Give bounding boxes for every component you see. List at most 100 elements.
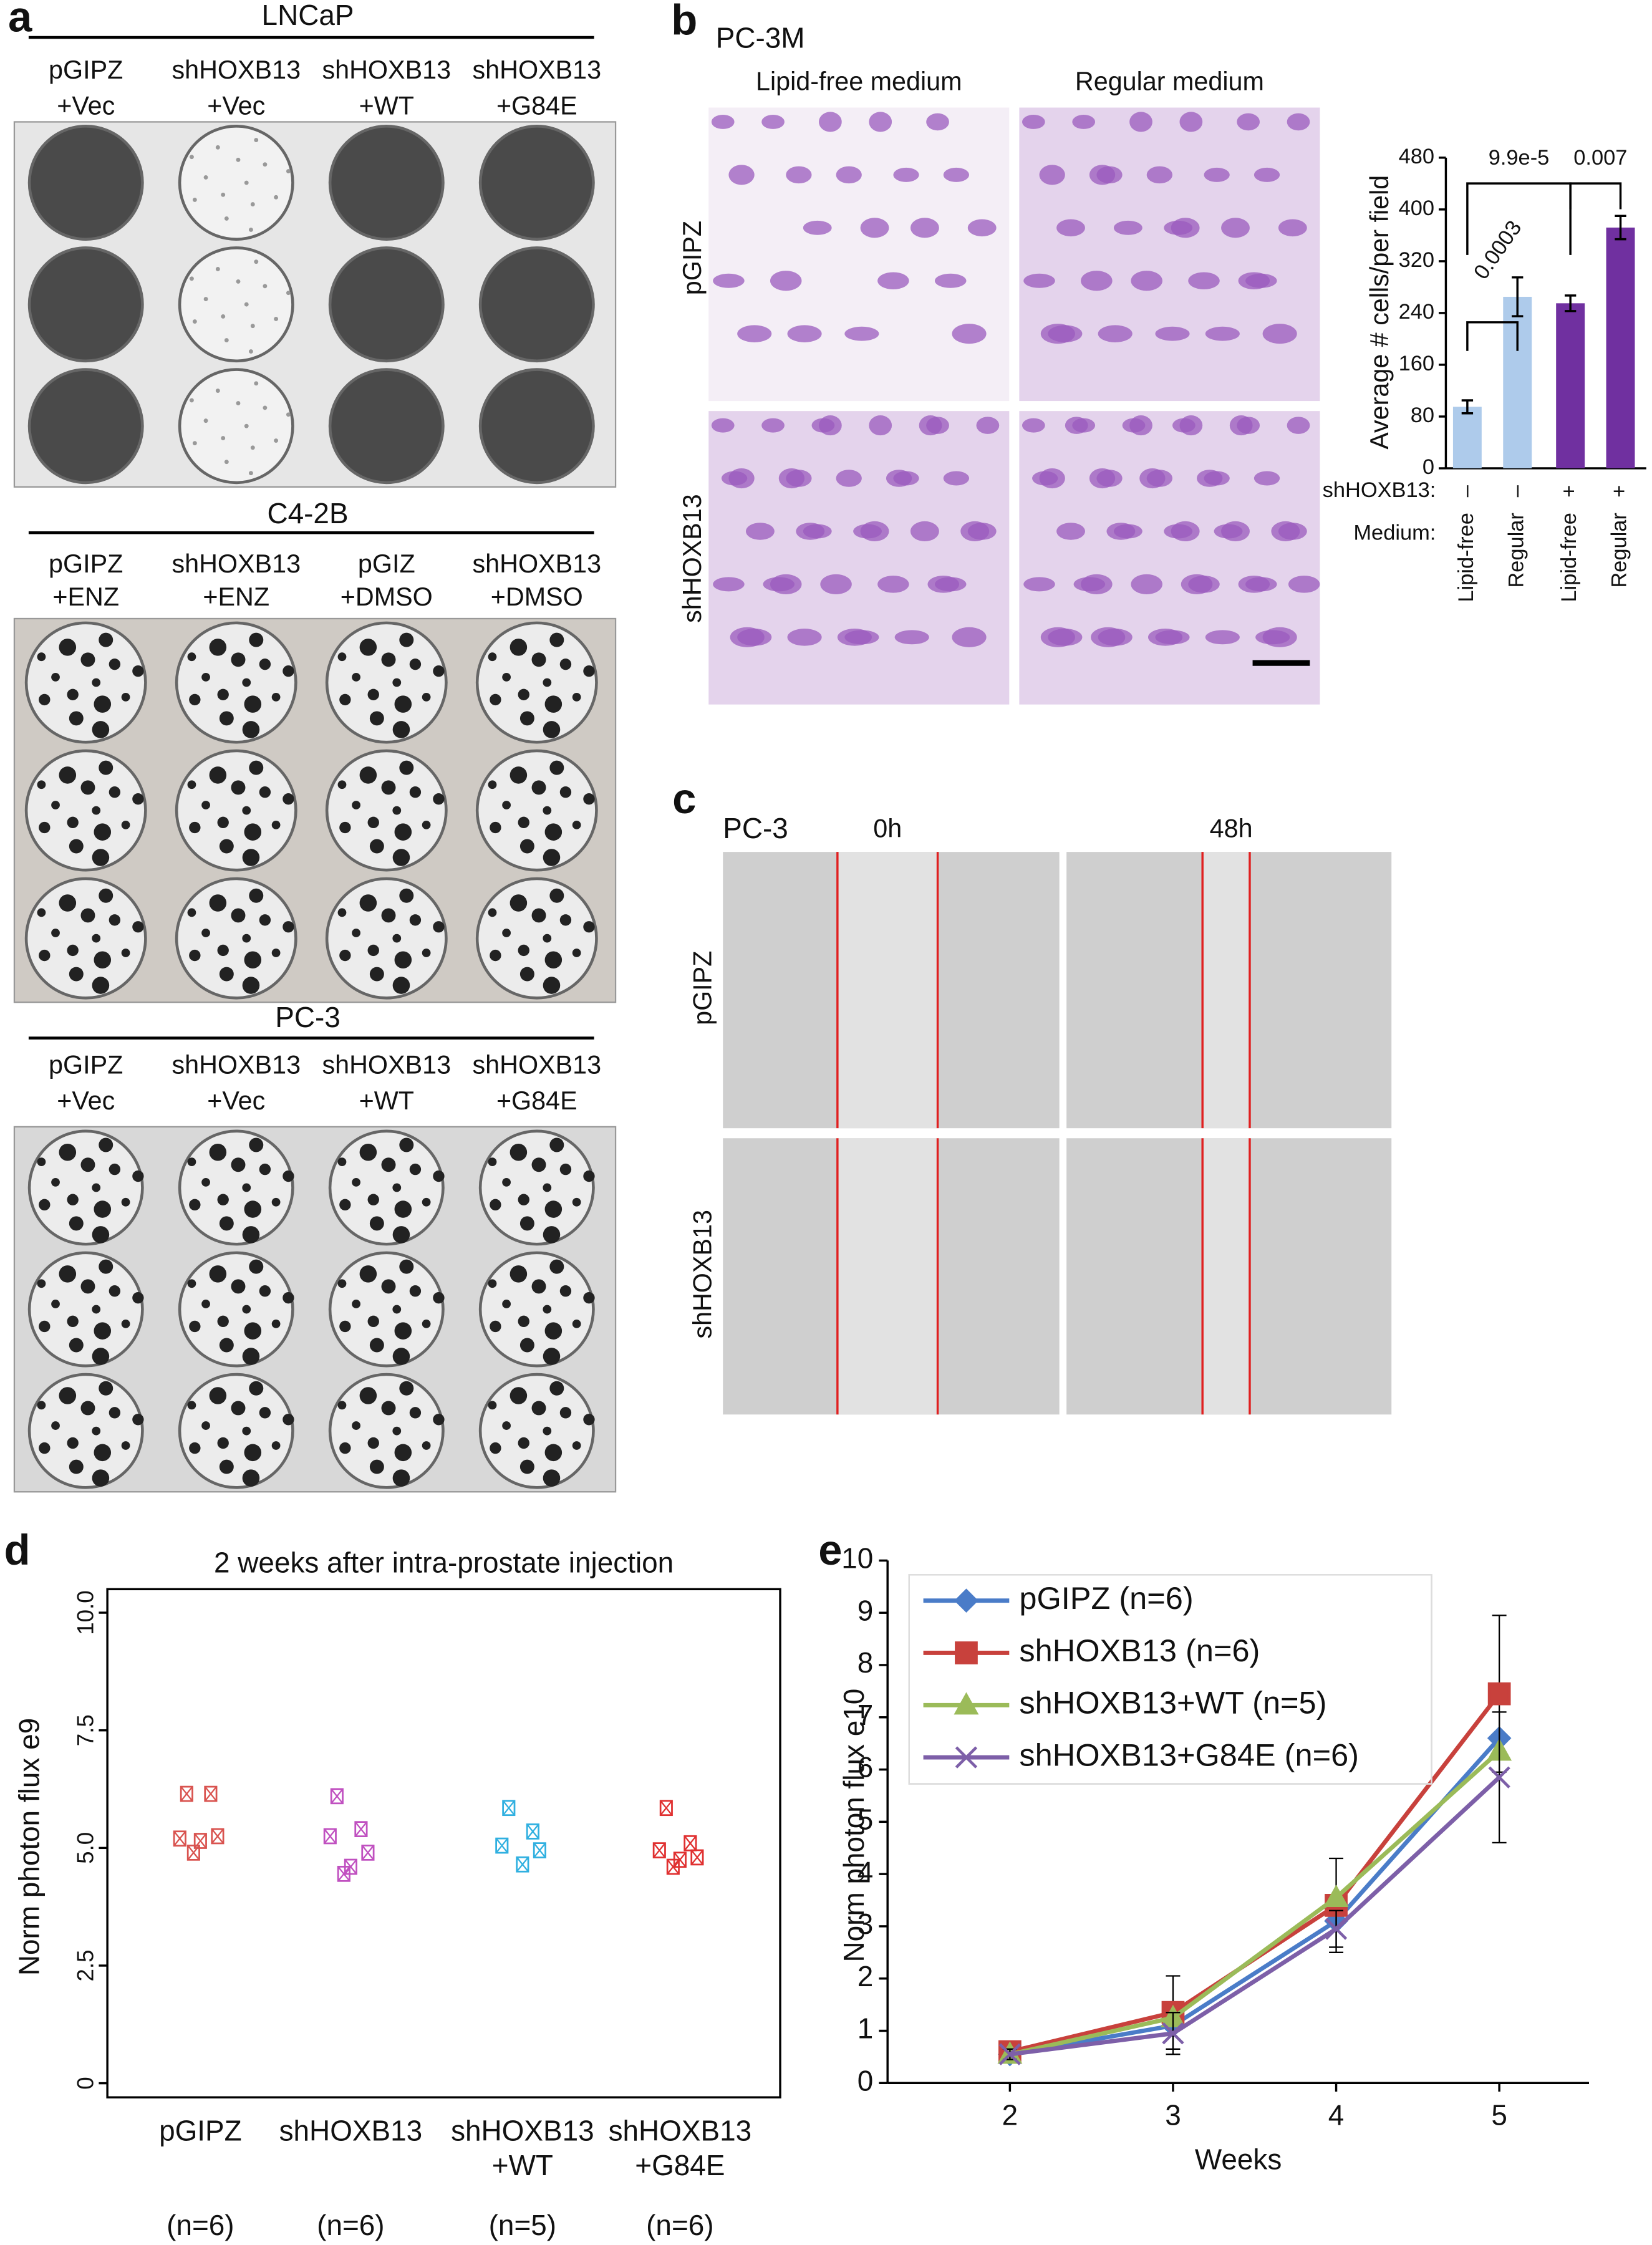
stained-cells — [721, 471, 748, 486]
colony — [369, 1216, 384, 1231]
colony — [39, 949, 51, 962]
colony — [59, 894, 77, 912]
panel-label: a — [8, 0, 32, 41]
stained-cells — [836, 166, 862, 184]
colony — [283, 1170, 294, 1182]
colony — [217, 688, 229, 700]
point-cross — [173, 1831, 186, 1847]
colony — [121, 692, 130, 702]
colony — [67, 1437, 79, 1449]
data-point — [659, 1800, 673, 1817]
colony — [283, 1414, 294, 1426]
colony — [519, 967, 534, 982]
data-point — [502, 1800, 516, 1817]
stained-cells — [1023, 273, 1055, 288]
column-label: +DMSO — [491, 582, 583, 611]
colony — [209, 766, 227, 784]
colony — [519, 1338, 534, 1353]
colony — [219, 1216, 234, 1231]
colony — [99, 888, 114, 903]
data-point — [354, 1821, 368, 1837]
stained-cells — [853, 524, 882, 539]
point-cross — [331, 1789, 344, 1804]
colony — [92, 1426, 101, 1436]
colony — [189, 155, 194, 160]
row-label: pGIPZ — [678, 221, 707, 295]
colony — [572, 1319, 581, 1328]
data-point — [690, 1849, 704, 1866]
colony — [271, 949, 281, 957]
colony — [422, 1197, 431, 1207]
point-box — [193, 1833, 207, 1849]
colony — [352, 1421, 360, 1430]
point-box — [337, 1865, 350, 1882]
colony — [248, 471, 253, 476]
point-box — [526, 1823, 539, 1840]
colony — [250, 324, 255, 329]
colony — [94, 695, 112, 713]
point-box — [323, 1828, 337, 1845]
colony — [544, 951, 563, 969]
colony — [381, 1401, 396, 1416]
stained-cells — [745, 523, 775, 540]
colony — [352, 801, 360, 809]
p-value: 0.0003 — [1469, 216, 1527, 284]
colony — [242, 1348, 260, 1365]
colony — [203, 297, 208, 301]
stained-cells — [967, 219, 997, 237]
colony — [559, 1163, 572, 1176]
marker — [955, 1746, 978, 1769]
scratch — [837, 852, 938, 1129]
colony — [215, 145, 220, 150]
well — [325, 621, 448, 744]
y-tick-label: 5.0 — [73, 1832, 99, 1864]
point-box — [652, 1842, 666, 1858]
colony — [215, 267, 220, 271]
well — [328, 368, 445, 485]
group-title: PC-3 — [275, 1001, 341, 1033]
colony — [559, 1407, 572, 1419]
column-label: 48h — [1210, 814, 1253, 843]
colony — [69, 967, 84, 982]
stained-cells — [1098, 325, 1133, 342]
colony — [283, 665, 294, 677]
y-tick-label: 0 — [1423, 455, 1434, 479]
colony — [244, 1444, 262, 1462]
y-axis-title: Average # cells/per field — [1365, 175, 1394, 450]
colony — [189, 1320, 201, 1333]
colony — [518, 1437, 529, 1449]
micrograph — [1019, 411, 1320, 705]
colony — [217, 944, 229, 957]
marker — [1487, 1682, 1511, 1706]
colony — [271, 1197, 281, 1207]
colony — [189, 1442, 201, 1454]
well — [24, 749, 147, 872]
data-point — [323, 1828, 337, 1845]
colony — [99, 1259, 114, 1274]
point-cross — [324, 1828, 337, 1844]
colony — [249, 1137, 264, 1152]
stained-cells — [1262, 324, 1297, 344]
colony — [187, 1157, 196, 1167]
stained-cells — [1287, 417, 1310, 434]
colony — [94, 1322, 112, 1340]
colony — [187, 652, 196, 662]
colony — [51, 929, 60, 937]
well — [175, 621, 297, 744]
group-sign: + — [1608, 485, 1631, 498]
stained-cells — [860, 218, 889, 238]
colony — [231, 1279, 246, 1294]
colony — [92, 1469, 110, 1487]
error-bar — [1615, 215, 1626, 241]
colony — [543, 1183, 552, 1192]
row-label: shHOXB13 — [678, 494, 707, 623]
colony — [92, 849, 110, 866]
series-line — [1009, 1736, 1501, 2057]
colony — [109, 914, 121, 926]
stained-cells — [1172, 418, 1196, 433]
stained-cells — [1179, 112, 1203, 132]
colony — [392, 849, 410, 866]
stained-cells — [952, 324, 987, 344]
point-box — [495, 1837, 509, 1854]
colony — [583, 793, 595, 805]
